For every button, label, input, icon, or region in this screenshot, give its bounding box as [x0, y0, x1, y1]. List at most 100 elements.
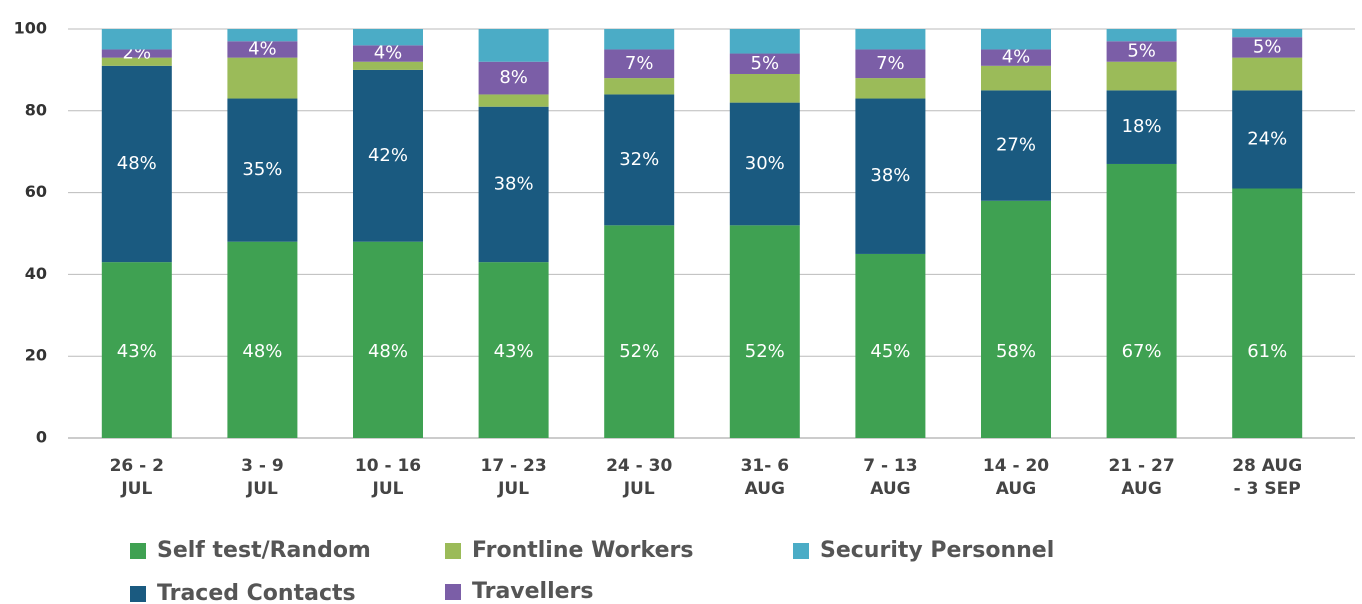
- bar-segment: [855, 29, 926, 50]
- bar-segment: [604, 225, 675, 438]
- x-tick-label: JUL: [372, 479, 404, 499]
- x-tick-label: 7 - 13: [863, 456, 917, 476]
- legend-swatch: [445, 543, 461, 559]
- bar-segment: [981, 200, 1051, 438]
- value-label: 18%: [1122, 116, 1162, 137]
- value-label: 27%: [996, 135, 1036, 156]
- legend-swatch: [793, 543, 809, 559]
- bar-segment: [478, 61, 549, 95]
- y-tick-label: 20: [25, 346, 47, 365]
- value-label: 42%: [368, 145, 408, 166]
- bar-segment: [1106, 61, 1177, 91]
- x-tick-label: JUL: [246, 479, 278, 499]
- bar-segment: [1232, 37, 1303, 58]
- bar-segment: [101, 262, 172, 438]
- value-label: 32%: [619, 149, 659, 170]
- value-label: 45%: [870, 341, 910, 362]
- bar-segment: [101, 49, 172, 58]
- bar-segment: [1106, 90, 1177, 164]
- bar-segment: [981, 90, 1051, 201]
- legend-label: Frontline Workers: [472, 538, 693, 563]
- value-label: 5%: [751, 53, 780, 74]
- x-tick-label: 3 - 9: [241, 456, 284, 476]
- bar-segment: [729, 29, 800, 54]
- bar-segment: [981, 65, 1051, 91]
- value-label: 61%: [1247, 341, 1287, 362]
- value-label: 52%: [745, 341, 785, 362]
- bar-segment: [729, 53, 800, 74]
- value-label: 4%: [248, 38, 277, 59]
- value-label: 4%: [1002, 47, 1031, 68]
- bar-segment: [1232, 29, 1303, 38]
- x-tick-label: 21 - 27: [1108, 456, 1174, 476]
- bar-segment: [478, 106, 549, 263]
- legend-label: Security Personnel: [820, 538, 1054, 563]
- bar-segment: [353, 45, 423, 62]
- value-label: 52%: [619, 341, 659, 362]
- bar-segment: [604, 94, 675, 226]
- value-label: 48%: [242, 341, 282, 362]
- x-tick-label: JUL: [623, 479, 655, 499]
- bar-segment: [729, 102, 800, 226]
- x-tick-label: JUL: [497, 479, 529, 499]
- value-label: 30%: [745, 153, 785, 174]
- x-tick-label: 10 - 16: [355, 456, 421, 476]
- value-label: 35%: [242, 159, 282, 180]
- bar-segment: [855, 98, 926, 254]
- bar-segment: [1232, 188, 1303, 438]
- x-tick-label: 31- 6: [741, 456, 789, 476]
- bar-segment: [981, 49, 1051, 66]
- bar-segment: [1232, 57, 1303, 91]
- bar-segment: [353, 241, 423, 438]
- value-label: 48%: [368, 341, 408, 362]
- bar-segment: [604, 78, 675, 95]
- bar-segment: [604, 29, 675, 50]
- value-label: 7%: [876, 53, 905, 74]
- bar-segment: [353, 61, 423, 70]
- bar-segment: [729, 73, 800, 103]
- x-tick-label: JUL: [120, 479, 152, 499]
- y-tick-label: 80: [25, 100, 47, 119]
- value-label: 7%: [625, 53, 654, 74]
- value-label: 8%: [499, 67, 528, 88]
- y-tick-label: 60: [25, 182, 47, 201]
- value-label: 24%: [1247, 128, 1287, 149]
- legend-label: Traced Contacts: [157, 581, 356, 604]
- y-tick-label: 100: [14, 19, 47, 38]
- legend-swatch: [130, 586, 146, 602]
- x-tick-label: 28 AUG: [1232, 456, 1302, 476]
- value-label: 4%: [374, 43, 403, 64]
- x-tick-label: 26 - 2: [110, 456, 164, 476]
- bar-segment: [353, 29, 423, 46]
- value-label: 43%: [494, 341, 534, 362]
- bar-segment: [227, 98, 298, 242]
- legend-label: Self test/Random: [157, 538, 371, 563]
- bar-segment: [1106, 41, 1177, 62]
- bar-segment: [101, 57, 172, 66]
- x-tick-label: 24 - 30: [606, 456, 672, 476]
- x-tick-label: 14 - 20: [983, 456, 1049, 476]
- x-tick-label: AUG: [870, 479, 910, 499]
- legend-swatch: [445, 584, 461, 600]
- bar-segment: [855, 49, 926, 79]
- y-tick-label: 40: [25, 264, 47, 283]
- bar-segment: [227, 57, 298, 99]
- bar-segment: [729, 225, 800, 438]
- bar-segment: [1232, 90, 1303, 189]
- value-label: 58%: [996, 341, 1036, 362]
- value-label: 43%: [117, 341, 157, 362]
- bar-segment: [1106, 163, 1177, 438]
- bar-segment: [478, 262, 549, 438]
- bar-segment: [227, 29, 298, 42]
- bar-segment: [478, 29, 549, 62]
- x-tick-label: 17 - 23: [480, 456, 546, 476]
- bar-segment: [101, 65, 172, 263]
- y-tick-label: 0: [36, 428, 47, 447]
- x-tick-label: - 3 SEP: [1234, 479, 1301, 499]
- bar-segment: [604, 49, 675, 79]
- bar-segment: [353, 69, 423, 242]
- value-label: 5%: [1127, 40, 1156, 61]
- value-label: 48%: [117, 153, 157, 174]
- bar-segment: [101, 29, 172, 50]
